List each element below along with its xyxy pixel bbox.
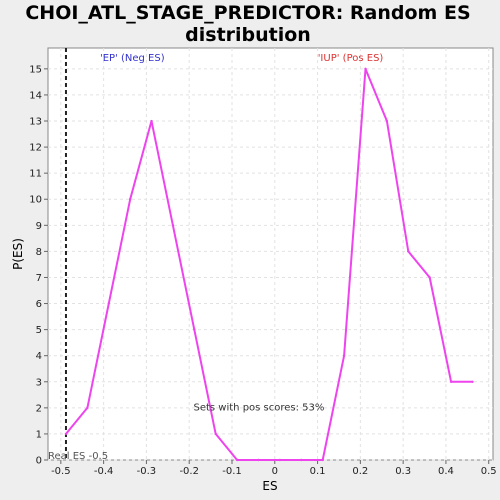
chart-title-line-1: CHOI_ATL_STAGE_PREDICTOR: Random ES	[25, 2, 470, 24]
plot-area	[47, 47, 494, 461]
series-point	[278, 458, 282, 462]
series-point	[64, 432, 68, 436]
series-point	[214, 432, 217, 436]
chart-title-line-2: distribution	[185, 24, 311, 46]
series-point	[257, 458, 260, 462]
y-tick-label: 15	[29, 64, 42, 75]
series-point	[150, 119, 153, 123]
x-tick-label: 0.5	[481, 466, 497, 477]
y-tick-label: 9	[36, 221, 42, 232]
y-tick-label: 0	[36, 456, 42, 467]
y-tick-label: 10	[29, 195, 42, 206]
x-tick-label: -0.2	[179, 466, 199, 477]
x-axis-label: ES	[262, 479, 277, 493]
series-point	[128, 198, 132, 201]
series-point	[321, 458, 324, 462]
x-tick-label: 0.3	[395, 466, 411, 477]
series-point	[342, 354, 346, 357]
series-point	[193, 328, 196, 331]
x-tick-label: 0	[272, 466, 278, 477]
series-point	[364, 67, 367, 71]
axes: -0.5 -0.4 -0.3 -0.2 -0.1 0 0.1 0.2 0.3 0.4 0.50123…	[29, 64, 496, 477]
series-point	[428, 276, 431, 279]
series-layer	[64, 48, 474, 462]
grid-lines	[48, 48, 493, 461]
y-tick-label: 14	[29, 90, 42, 101]
y-tick-label: 3	[36, 377, 42, 388]
annotations: 'EP' (Neg ES) 'IUP' (Pos ES) Sets with p…	[48, 53, 383, 462]
series-point	[449, 380, 453, 383]
pos-es-label: 'IUP' (Pos ES)	[318, 53, 384, 64]
x-tick-label: 0.2	[352, 466, 368, 477]
pos-scores-text: Sets with pos scores: 53%	[193, 402, 324, 413]
series-point	[407, 250, 410, 253]
neg-es-label: 'EP' (Neg ES)	[100, 53, 165, 64]
series-point	[107, 302, 110, 305]
real-es-label: Real ES -0.5	[48, 451, 108, 462]
x-tick-label: -0.1	[222, 466, 242, 477]
series-point	[471, 380, 474, 383]
series-point	[86, 406, 89, 410]
y-tick-label: 11	[29, 169, 42, 180]
y-axis-label: P(ES)	[11, 238, 25, 270]
y-tick-label: 2	[36, 403, 42, 414]
series-point	[235, 458, 239, 462]
x-tick-label: -0.3	[137, 466, 157, 477]
y-tick-label: 12	[29, 143, 42, 154]
y-tick-label: 13	[29, 117, 42, 128]
x-tick-label: -0.4	[94, 466, 114, 477]
x-tick-label: 0.4	[438, 466, 454, 477]
series-point	[385, 119, 389, 123]
x-tick-label: 0.1	[310, 466, 326, 477]
series-point	[171, 224, 175, 227]
y-tick-label: 7	[36, 273, 42, 284]
series-line	[65, 67, 473, 461]
y-tick-label: 1	[36, 429, 42, 440]
y-tick-label: 8	[36, 247, 42, 258]
y-tick-label: 4	[36, 351, 42, 362]
y-tick-label: 5	[36, 325, 42, 336]
y-tick-label: 6	[36, 299, 42, 310]
series-point	[300, 458, 303, 462]
x-tick-label: -0.5	[51, 466, 71, 477]
